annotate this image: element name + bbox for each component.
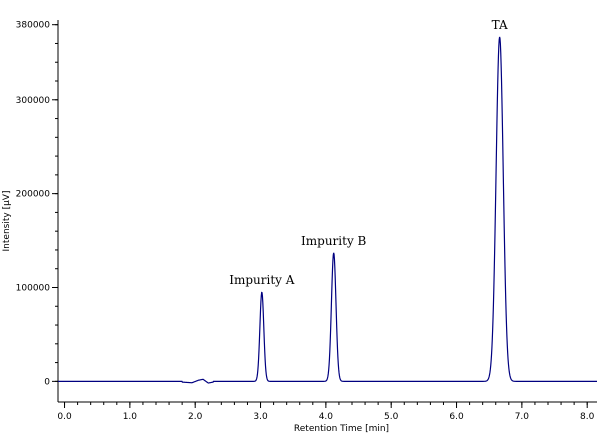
y-axis-title: Intensity [µV] bbox=[2, 191, 12, 252]
peak-label: Impurity A bbox=[229, 273, 295, 287]
x-tick-label: 6.0 bbox=[449, 412, 464, 422]
y-tick-label: 300000 bbox=[16, 96, 51, 106]
x-tick-label: 4.0 bbox=[319, 412, 334, 422]
x-tick-label: 2.0 bbox=[188, 412, 203, 422]
chromatogram-trace bbox=[58, 36, 597, 384]
y-tick-label: 200000 bbox=[16, 190, 51, 200]
x-tick-label: 8.0 bbox=[580, 412, 595, 422]
peak-label: Impurity B bbox=[301, 234, 367, 248]
y-axis: 0 100000 200000 300000 380000 bbox=[16, 20, 59, 402]
x-tick-label: 7.0 bbox=[515, 412, 530, 422]
y-tick-label: 100000 bbox=[16, 283, 51, 293]
x-axis: 0.0 1.0 2.0 3.0 4.0 5.0 6.0 7.0 8.0 bbox=[57, 401, 597, 422]
x-tick-label: 3.0 bbox=[253, 412, 268, 422]
peak-labels: Impurity A Impurity B TA bbox=[229, 18, 508, 287]
y-tick-label: 380000 bbox=[16, 21, 51, 31]
x-axis-title: Retention Time [min] bbox=[294, 424, 389, 434]
plot-area bbox=[58, 36, 597, 384]
y-tick-label: 0 bbox=[44, 377, 50, 387]
x-tick-label: 0.0 bbox=[57, 412, 72, 422]
peak-label: TA bbox=[492, 18, 508, 32]
x-tick-label: 1.0 bbox=[123, 412, 138, 422]
x-tick-label: 5.0 bbox=[384, 412, 399, 422]
